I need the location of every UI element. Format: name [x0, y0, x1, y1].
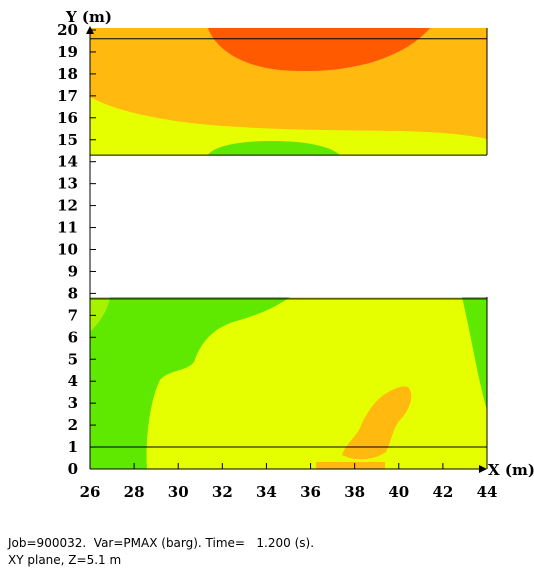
x-tick-label: 28 [124, 483, 145, 501]
y-tick-label: 13 [57, 175, 78, 193]
y-tick-label: 12 [57, 197, 78, 215]
y-tick-label: 18 [57, 65, 78, 83]
x-tick-label: 34 [256, 483, 277, 501]
x-tick-label: 38 [344, 483, 365, 501]
y-tick-label: 2 [68, 416, 78, 434]
x-tick-label: 36 [300, 483, 321, 501]
upper-contour-region [90, 28, 487, 155]
x-tick-label: 26 [80, 483, 101, 501]
y-tick-label: 4 [68, 372, 78, 390]
x-tick-label: 40 [388, 483, 409, 501]
y-axis-label: Y (m) [65, 8, 112, 26]
y-tick-label: 0 [68, 460, 78, 478]
y-tick-label: 19 [57, 43, 78, 61]
contour-yellow-top [90, 97, 487, 155]
y-tick-label: 1 [68, 438, 78, 456]
y-tick-label: 10 [57, 241, 78, 259]
lower-contour-region [90, 297, 487, 469]
contour-green-right [462, 297, 487, 410]
contour-green-top [208, 141, 340, 155]
y-tick-label: 8 [68, 284, 78, 302]
x-axis-label: X (m) [488, 461, 534, 479]
y-tick-label: 11 [57, 219, 78, 237]
y-tick-label: 14 [57, 153, 78, 171]
y-tick-label: 15 [57, 131, 78, 149]
x-axis-arrow [479, 465, 487, 473]
contour-green-left [90, 297, 290, 469]
x-tick-label: 42 [432, 483, 453, 501]
y-tick-label: 16 [57, 109, 78, 127]
contour-yellowgreen-left [90, 297, 110, 332]
horizontal-lines [90, 38, 487, 448]
y-tick-label: 17 [57, 87, 78, 105]
y-tick-label: 5 [68, 350, 78, 368]
x-tick-label: 32 [212, 483, 233, 501]
y-tick-label: 3 [68, 394, 78, 412]
x-ticks: 26 28 30 32 34 36 38 40 42 44 [80, 463, 498, 501]
caption-line-1: Job=900032. Var=PMAX (barg). Time= 1.200… [8, 536, 315, 550]
x-tick-label: 44 [477, 483, 498, 501]
contour-orange-strip [316, 462, 385, 469]
contour-plot: 26 28 30 32 34 36 38 40 42 44 0123456789101112131… [57, 8, 534, 501]
x-tick-label: 30 [168, 483, 189, 501]
y-tick-label: 7 [68, 306, 78, 324]
contour-orange-blob [342, 386, 412, 460]
y-tick-label: 9 [68, 262, 78, 280]
y-tick-label: 20 [57, 21, 78, 39]
caption-line-2: XY plane, Z=5.1 m [8, 553, 122, 567]
y-tick-label: 6 [68, 328, 78, 346]
